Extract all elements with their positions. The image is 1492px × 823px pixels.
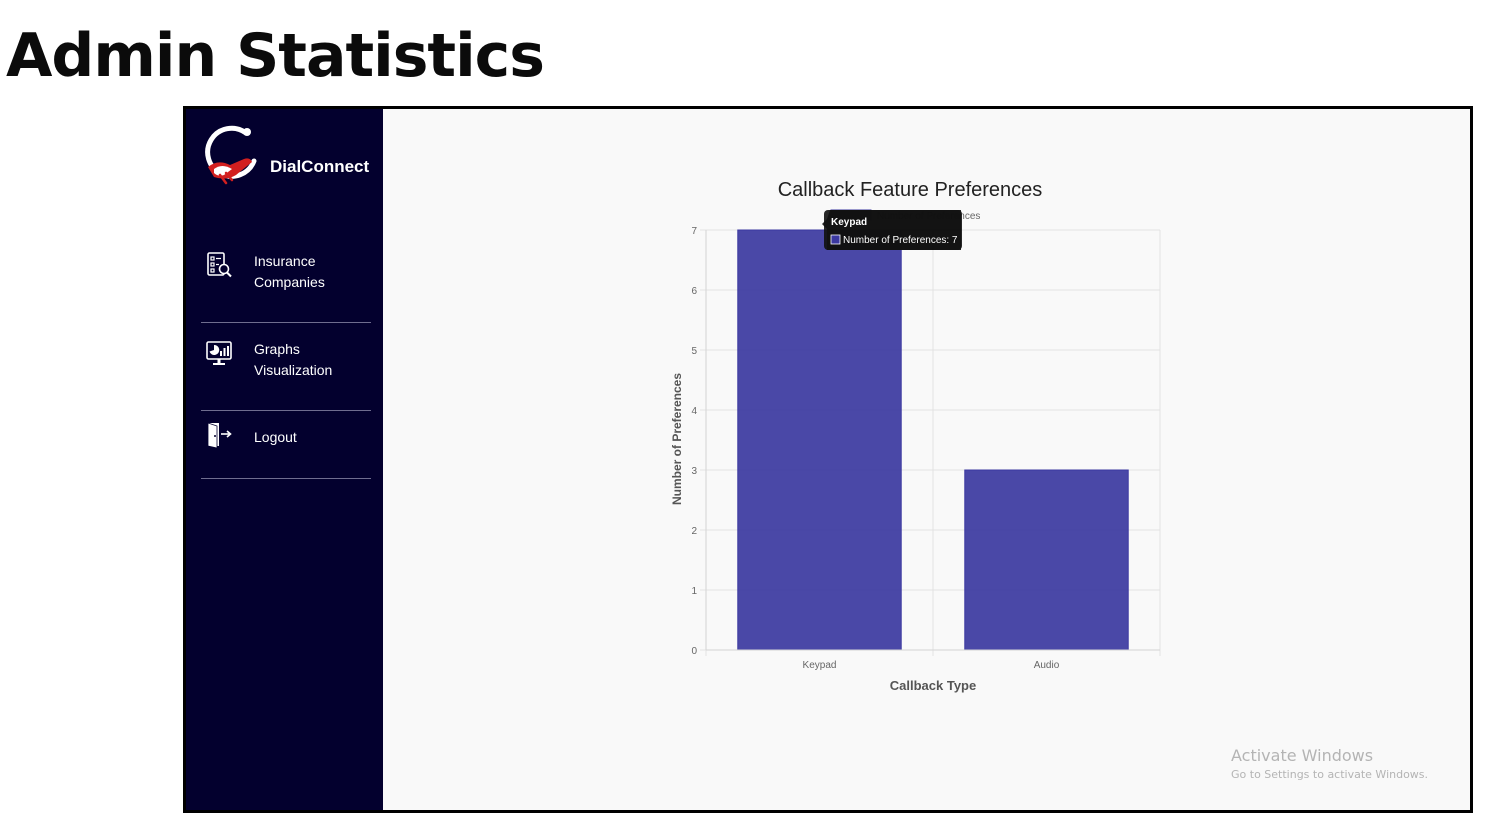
chart-axes: 0 1 2 3 4 5 6 7 Keypad Audio — [691, 226, 1160, 671]
sidebar-item-label: Graphs Visualization — [254, 341, 333, 378]
y-tick-label: 1 — [691, 586, 697, 597]
y-axis-title: Number of Preferences — [670, 373, 684, 505]
x-tick-label: Keypad — [803, 660, 837, 671]
y-tick-label: 5 — [691, 346, 697, 357]
chart-tooltip: Keypad Number of Preferences: 7 — [822, 210, 962, 250]
y-tick-label: 7 — [691, 226, 697, 237]
activate-windows-watermark: Activate Windows Go to Settings to activ… — [1231, 745, 1428, 783]
sidebar-divider — [201, 478, 371, 479]
page-title: Admin Statistics — [6, 21, 545, 91]
tooltip-swatch — [830, 234, 841, 245]
logout-icon — [207, 422, 232, 449]
sidebar-divider — [201, 410, 371, 411]
x-tick-label: Audio — [1034, 660, 1060, 671]
sidebar-item-label: Insurance Companies — [254, 253, 325, 290]
insurance-companies-icon — [207, 252, 232, 278]
bar-chart: 0 1 2 3 4 5 6 7 Keypad Audio Callback Feature Pre… — [670, 179, 1161, 693]
bar-keypad[interactable] — [737, 229, 902, 651]
chart-bars — [737, 229, 1129, 651]
y-tick-label: 2 — [691, 526, 697, 537]
graphs-visualization-icon — [206, 341, 232, 365]
y-tick-label: 3 — [691, 466, 697, 477]
bar-audio[interactable] — [964, 469, 1129, 651]
sidebar-item-label: Logout — [254, 429, 297, 445]
dialconnect-logo-icon — [205, 125, 257, 185]
tooltip-value: Number of Preferences: 7 — [843, 235, 958, 246]
sidebar-divider — [201, 322, 371, 323]
watermark-subtitle: Go to Settings to activate Windows. — [1231, 768, 1429, 781]
y-tick-label: 0 — [691, 646, 697, 657]
brand-name: DialConnect — [270, 157, 370, 176]
x-axis-title: Callback Type — [890, 678, 976, 693]
tooltip-title: Keypad — [831, 217, 867, 228]
watermark-title: Activate Windows — [1231, 746, 1374, 765]
chart-area: 0 1 2 3 4 5 6 7 Keypad Audio Callback Feature Pre… — [383, 109, 1470, 810]
y-tick-label: 6 — [691, 286, 697, 297]
app-window: DialConnect Insurance Companies — [183, 106, 1473, 813]
sidebar: DialConnect Insurance Companies — [186, 109, 383, 810]
brand[interactable]: DialConnect — [200, 125, 380, 187]
y-tick-label: 4 — [691, 406, 697, 417]
chart-title: Callback Feature Preferences — [778, 179, 1043, 201]
